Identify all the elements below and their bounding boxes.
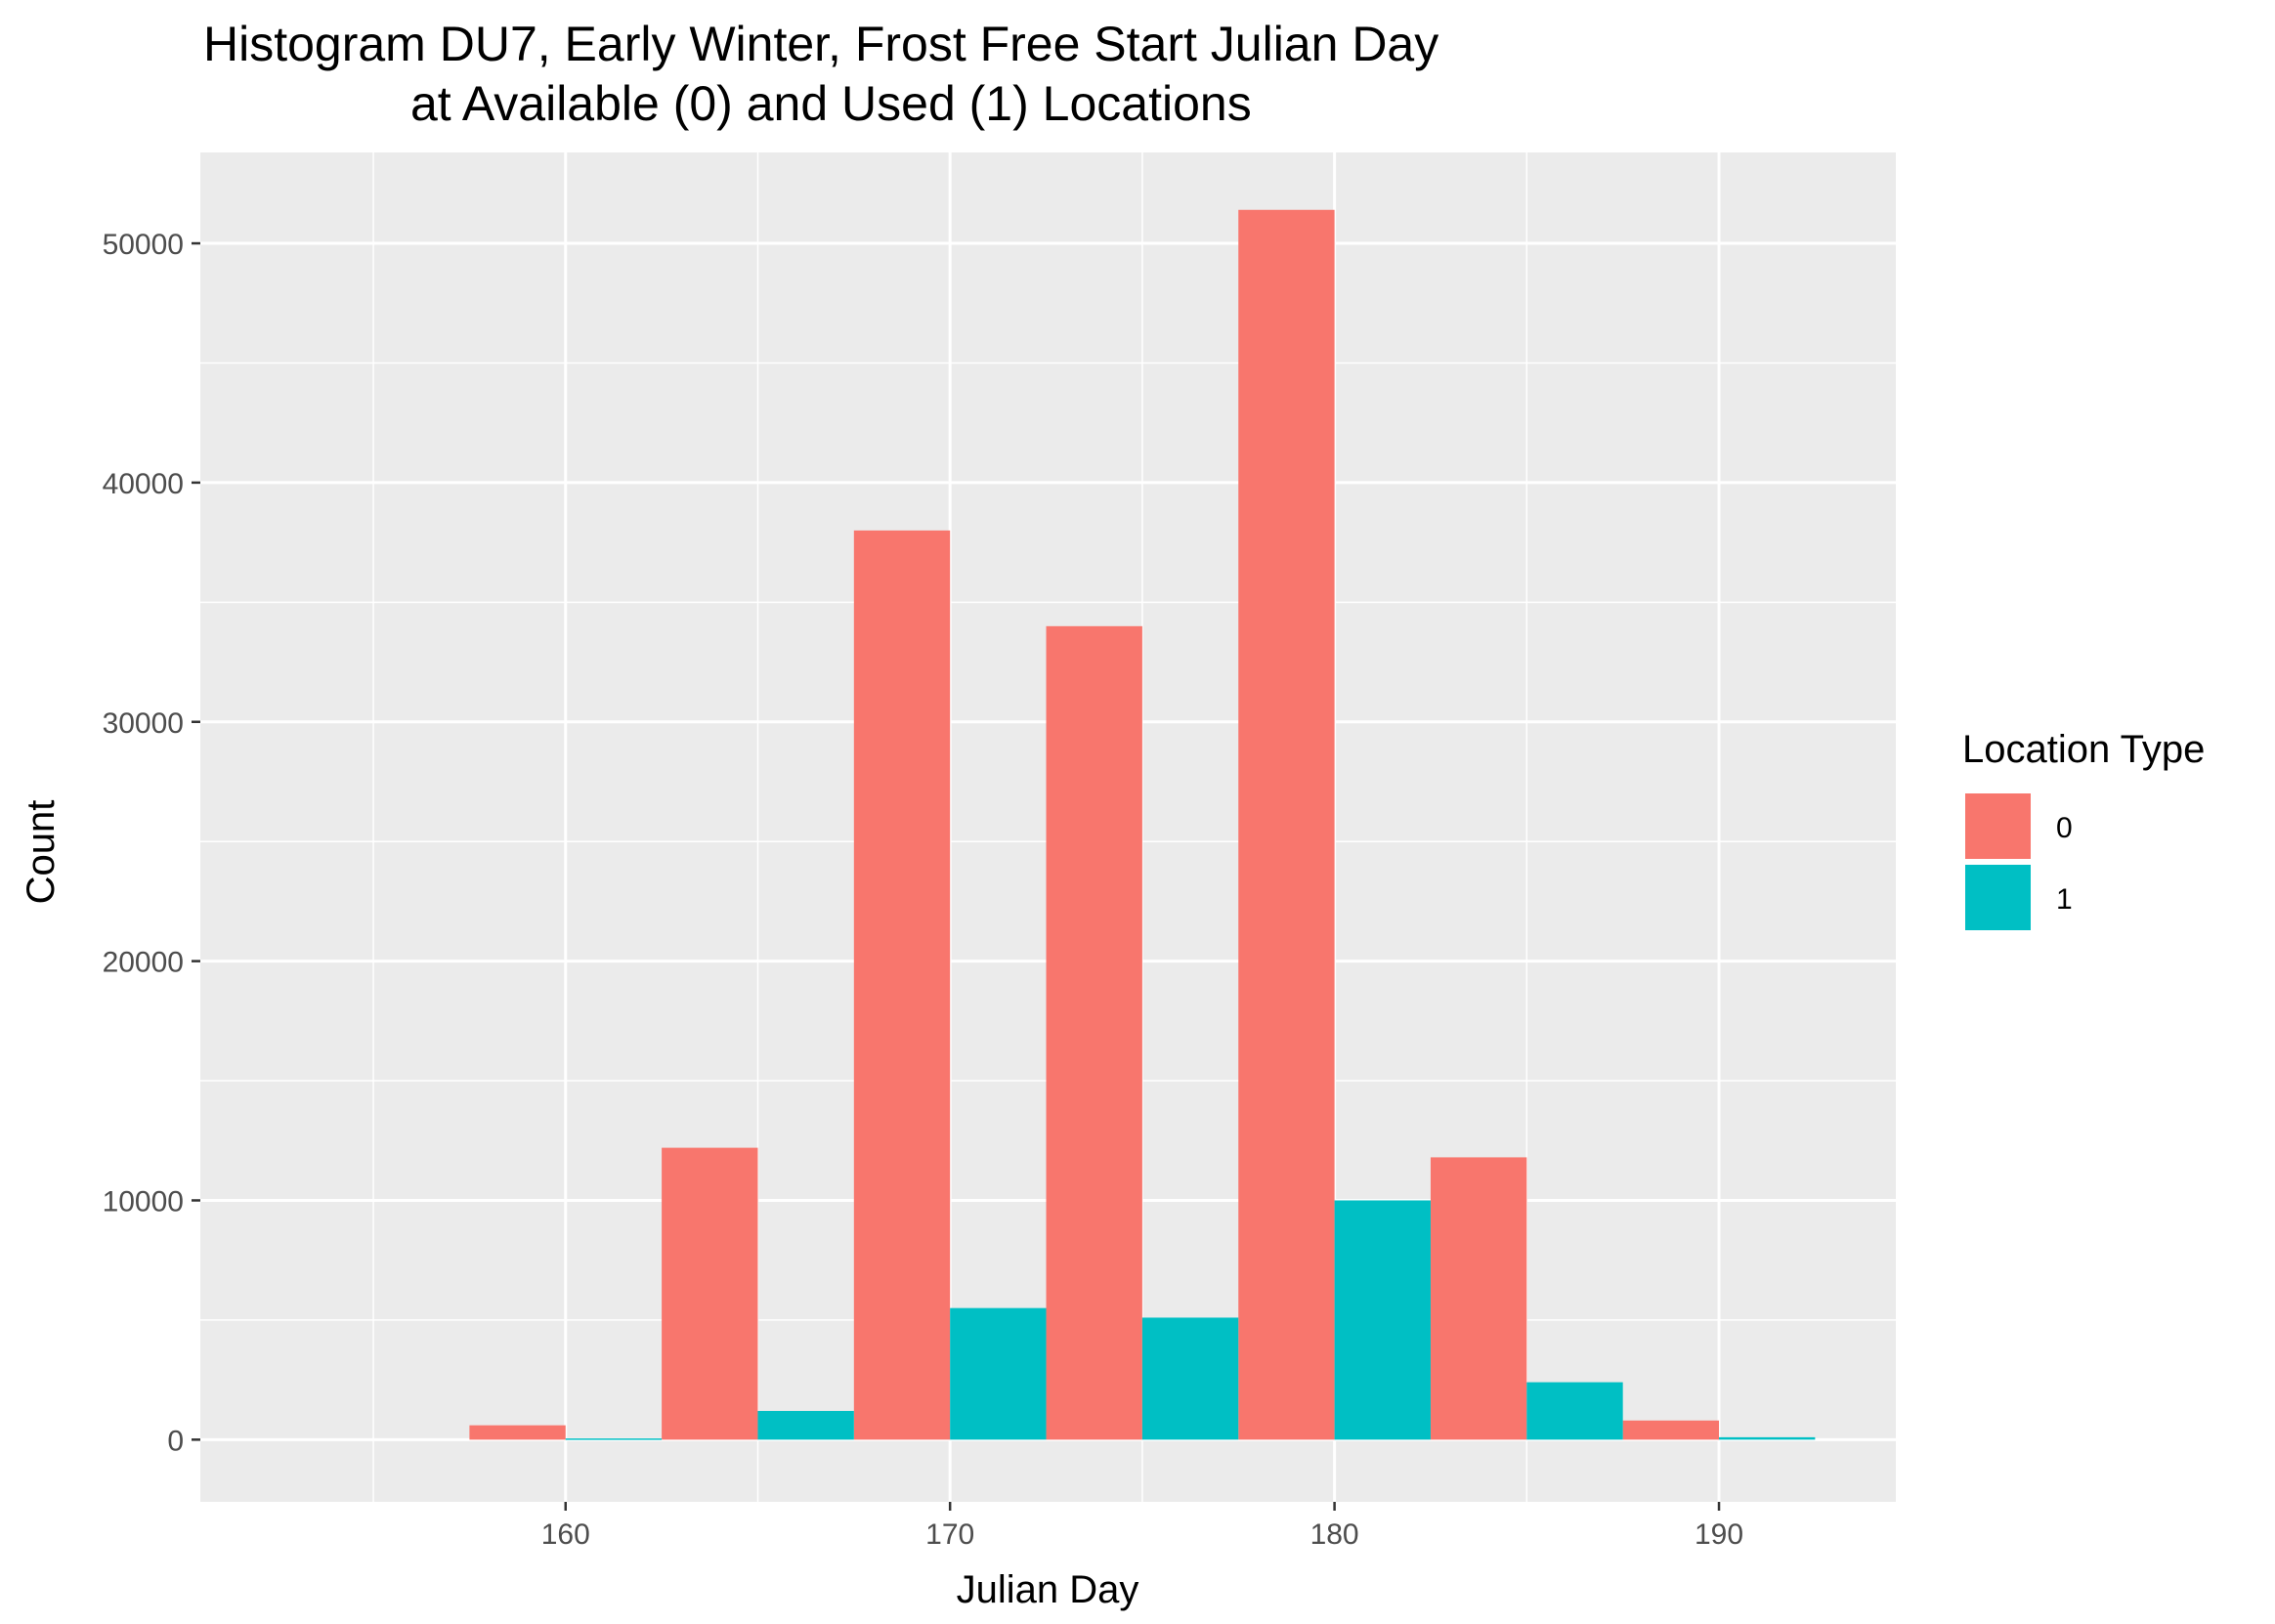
legend-swatch-0 xyxy=(1965,793,2031,859)
chart-title-line-1: Histogram DU7, Early Winter, Frost Free … xyxy=(203,17,1438,71)
bar-series0-bin6 xyxy=(1622,1420,1720,1440)
y-tick-label-2: 20000 xyxy=(103,947,184,979)
bar-series0-bin1 xyxy=(662,1147,758,1440)
bar-series1-bin6 xyxy=(1719,1436,1816,1440)
legend: Location Type 0 1 xyxy=(1962,728,2205,930)
bar-series0-bin3 xyxy=(1046,625,1142,1440)
y-axis: 0 10000 20000 30000 40000 50000 xyxy=(103,229,200,1457)
legend-swatch-1 xyxy=(1965,865,2031,930)
y-tick-label-5: 50000 xyxy=(103,229,184,261)
bar-series1-bin3 xyxy=(1141,1317,1239,1440)
legend-label-0: 0 xyxy=(2056,812,2073,844)
legend-title: Location Type xyxy=(1962,728,2205,771)
bar-series0-bin2 xyxy=(853,530,951,1440)
y-axis-title: Count xyxy=(20,800,63,905)
y-tick-label-0: 0 xyxy=(167,1425,184,1457)
bar-series0-bin5 xyxy=(1430,1157,1527,1440)
x-tick-label-2: 180 xyxy=(1310,1518,1359,1551)
bar-series1-bin5 xyxy=(1526,1382,1623,1440)
y-tick-label-4: 40000 xyxy=(103,468,184,500)
x-tick-label-1: 170 xyxy=(925,1518,974,1551)
x-axis: 160 170 180 190 xyxy=(541,1502,1743,1551)
bar-series1-bin1 xyxy=(757,1410,854,1440)
bar-series1-bin4 xyxy=(1334,1200,1431,1440)
bar-series0-bin0 xyxy=(469,1425,566,1440)
bar-series0-bin4 xyxy=(1238,209,1335,1440)
chart-title-line-2: at Available (0) and Used (1) Locations xyxy=(410,76,1252,131)
bar-series1-bin0 xyxy=(565,1438,663,1440)
y-tick-label-1: 10000 xyxy=(103,1185,184,1218)
bars xyxy=(469,209,1816,1440)
x-tick-label-0: 160 xyxy=(541,1518,590,1551)
bar-series1-bin2 xyxy=(950,1307,1047,1440)
legend-label-1: 1 xyxy=(2056,883,2073,916)
y-tick-label-3: 30000 xyxy=(103,707,184,740)
x-tick-label-3: 190 xyxy=(1695,1518,1743,1551)
x-axis-title: Julian Day xyxy=(957,1568,1139,1611)
